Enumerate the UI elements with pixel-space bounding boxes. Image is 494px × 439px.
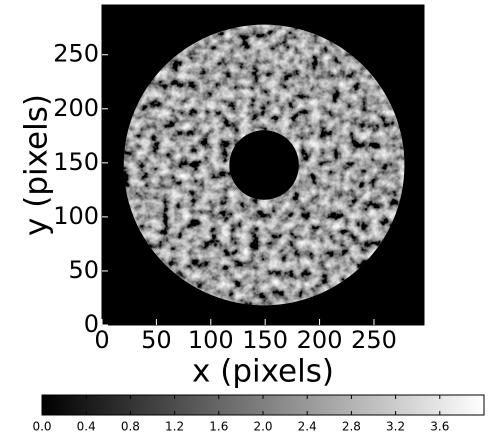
colorbar-tick-label: 1.6 xyxy=(209,420,228,434)
colorbar-tick-label: 0.4 xyxy=(77,420,96,434)
x-tick-label: 150 xyxy=(242,326,288,354)
x-tick-label: 200 xyxy=(297,326,343,354)
x-tick-label: 0 xyxy=(94,326,109,354)
y-axis-label: y (pixels) xyxy=(19,94,55,236)
x-axis-label: x (pixels) xyxy=(192,354,334,390)
colorbar-tick-label: 2.4 xyxy=(298,420,317,434)
colorbar-tick-label: 3.2 xyxy=(386,420,405,434)
colorbar-tick-label: 3.6 xyxy=(430,420,449,434)
y-tick-label: 50 xyxy=(68,256,99,284)
y-tick-label: 100 xyxy=(53,202,99,230)
colorbar-tick-label: 2.0 xyxy=(253,420,272,434)
y-tick-label: 200 xyxy=(53,94,99,122)
y-tick-label: 250 xyxy=(53,40,99,68)
y-tick-label: 0 xyxy=(84,310,99,338)
colorbar-tick-label: 0.0 xyxy=(32,420,51,434)
colorbar-tick-label: 2.8 xyxy=(342,420,361,434)
y-tick-label: 150 xyxy=(53,148,99,176)
x-tick-label: 50 xyxy=(141,326,172,354)
colorbar-tick-label: 0.8 xyxy=(121,420,140,434)
frame xyxy=(101,4,425,326)
x-tick-label: 250 xyxy=(351,326,397,354)
x-tick-label: 100 xyxy=(188,326,234,354)
colorbar-tick-label: 1.2 xyxy=(165,420,184,434)
